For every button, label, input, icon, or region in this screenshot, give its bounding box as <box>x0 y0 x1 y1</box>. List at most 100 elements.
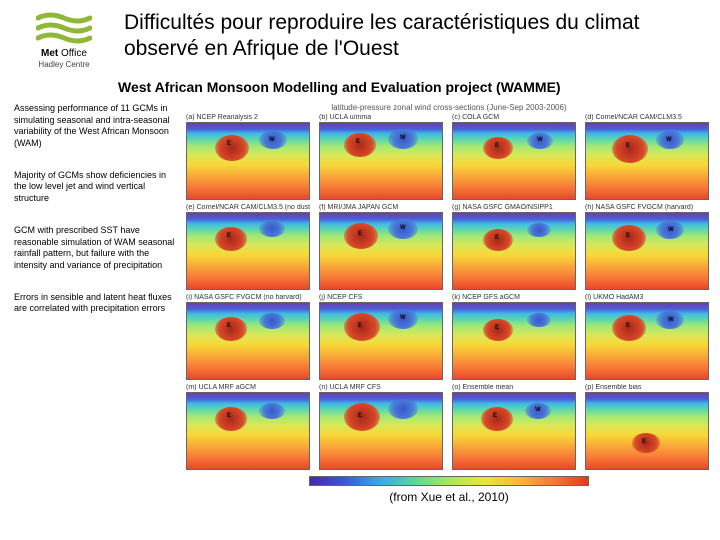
page-subtitle: West African Monsoon Modelling and Evalu… <box>118 79 720 95</box>
colorbar <box>309 476 589 486</box>
feature-blob <box>612 135 648 163</box>
value-label: E <box>227 323 231 329</box>
feature-blob <box>259 313 285 329</box>
panel-plot: E <box>452 212 576 290</box>
panel-label: (g) NASA GSFC GMAO/NSIPP1 <box>452 204 576 211</box>
chart-panel: (c) COLA GCMEW <box>452 114 576 200</box>
panel-plot: EW <box>186 122 310 200</box>
panel-label: (d) Cornel/NCAR CAM/CLM3.5 <box>585 114 709 121</box>
chart-panel: (g) NASA GSFC GMAO/NSIPP1 E <box>452 204 576 290</box>
met-office-logo: Met Office Hadley Centre <box>14 10 114 69</box>
value-label: E <box>227 413 231 419</box>
panel-label: (k) NCEP GFS aGCM <box>452 294 576 301</box>
panel-plot: EW <box>585 212 709 290</box>
sidebar-paragraph: Assessing performance of 11 GCMs in simu… <box>14 103 178 150</box>
panel-label: (p) Ensemble bias <box>585 384 709 391</box>
value-label: W <box>400 225 406 231</box>
panel-plot: EW <box>585 122 709 200</box>
value-label: E <box>495 235 499 241</box>
chart-panel: (b) UCLA u/mmaEW <box>319 114 443 200</box>
chart-panel: (j) NCEP CFSEW <box>319 294 443 380</box>
panel-label: (e) Cornel/NCAR CAM/CLM3.5 (no dust) <box>186 204 310 211</box>
chart-panel: (l) UKMO HadAM3EW <box>585 294 709 380</box>
feature-blob <box>388 399 418 419</box>
value-label: W <box>269 137 275 143</box>
value-label: E <box>626 143 630 149</box>
panel-plot: EW <box>319 122 443 200</box>
feature-blob <box>527 313 551 327</box>
chart-panel: (h) NASA GSFC FVGCM (harvard)EW <box>585 204 709 290</box>
chart-panel: (i) NASA GSFC FVGCM (no harvard) E <box>186 294 310 380</box>
feature-blob <box>215 407 247 431</box>
content-row: Assessing performance of 11 GCMs in simu… <box>0 95 720 504</box>
title-area: Difficultés pour reproduire les caractér… <box>124 10 706 63</box>
figure-area: latitude-pressure zonal wind cross-secti… <box>186 103 712 504</box>
panel-plot: EW <box>452 392 576 470</box>
value-label: W <box>535 407 541 413</box>
value-label: W <box>400 135 406 141</box>
header: Met Office Hadley Centre Difficultés pou… <box>0 0 720 73</box>
value-label: W <box>537 137 543 143</box>
value-label: E <box>495 325 499 331</box>
panel-label: (l) UKMO HadAM3 <box>585 294 709 301</box>
citation: (from Xue et al., 2010) <box>186 490 712 504</box>
panel-label: (a) NCEP Reanalysis 2 <box>186 114 310 121</box>
feature-blob <box>215 317 247 341</box>
value-label: E <box>626 233 630 239</box>
chart-panel: (e) Cornel/NCAR CAM/CLM3.5 (no dust) E <box>186 204 310 290</box>
value-label: E <box>626 323 630 329</box>
chart-panel: (p) Ensemble bias E <box>585 384 709 470</box>
value-label: E <box>493 413 497 419</box>
value-label: E <box>356 139 360 145</box>
value-label: E <box>642 439 646 445</box>
chart-panel: (k) NCEP GFS aGCM E <box>452 294 576 380</box>
value-label: W <box>666 137 672 143</box>
panel-plot: E <box>186 212 310 290</box>
feature-blob <box>215 135 249 161</box>
panel-plot: E <box>186 392 310 470</box>
value-label: E <box>227 233 231 239</box>
panel-label: (m) UCLA MRF aGCM <box>186 384 310 391</box>
panel-label: (f) MRI/JMA JAPAN GCM <box>319 204 443 211</box>
feature-blob <box>259 221 285 237</box>
chart-panel: (d) Cornel/NCAR CAM/CLM3.5EW <box>585 114 709 200</box>
panel-label: (c) COLA GCM <box>452 114 576 121</box>
feature-blob <box>344 133 376 157</box>
panel-plot: E <box>585 392 709 470</box>
sidebar-paragraph: GCM with prescribed SST have reasonable … <box>14 225 178 272</box>
panel-plot: E <box>319 392 443 470</box>
chart-panel: (m) UCLA MRF aGCM E <box>186 384 310 470</box>
value-label: W <box>668 227 674 233</box>
feature-blob <box>481 407 513 431</box>
value-label: E <box>358 413 362 419</box>
hadley-centre-text: Hadley Centre <box>38 60 89 69</box>
panel-plot: EW <box>319 212 443 290</box>
sidebar-paragraph: Majority of GCMs show deficiencies in th… <box>14 170 178 205</box>
figure-title: latitude-pressure zonal wind cross-secti… <box>186 103 712 112</box>
chart-panel: (f) MRI/JMA JAPAN GCMEW <box>319 204 443 290</box>
panel-plot: E <box>186 302 310 380</box>
panel-grid: (a) NCEP Reanalysis 2EW(b) UCLA u/mmaEW(… <box>186 114 712 470</box>
feature-blob <box>259 403 285 419</box>
chart-panel: (n) UCLA MRF CFSE <box>319 384 443 470</box>
panel-label: (h) NASA GSFC FVGCM (harvard) <box>585 204 709 211</box>
feature-blob <box>527 223 551 237</box>
panel-plot: E <box>452 302 576 380</box>
value-label: W <box>400 315 406 321</box>
panel-label: (b) UCLA u/mma <box>319 114 443 121</box>
value-label: W <box>668 317 674 323</box>
value-label: E <box>358 323 362 329</box>
panel-plot: EW <box>319 302 443 380</box>
sidebar-text: Assessing performance of 11 GCMs in simu… <box>14 103 186 504</box>
value-label: E <box>227 141 231 147</box>
panel-plot: EW <box>585 302 709 380</box>
panel-label: (i) NASA GSFC FVGCM (no harvard) <box>186 294 310 301</box>
value-label: E <box>358 231 362 237</box>
sidebar-paragraph: Errors in sensible and latent heat fluxe… <box>14 292 178 315</box>
panel-label: (o) Ensemble mean <box>452 384 576 391</box>
panel-plot: EW <box>452 122 576 200</box>
chart-panel: (o) Ensemble meanEW <box>452 384 576 470</box>
chart-panel: (a) NCEP Reanalysis 2EW <box>186 114 310 200</box>
value-label: E <box>495 143 499 149</box>
feature-blob <box>215 227 247 251</box>
